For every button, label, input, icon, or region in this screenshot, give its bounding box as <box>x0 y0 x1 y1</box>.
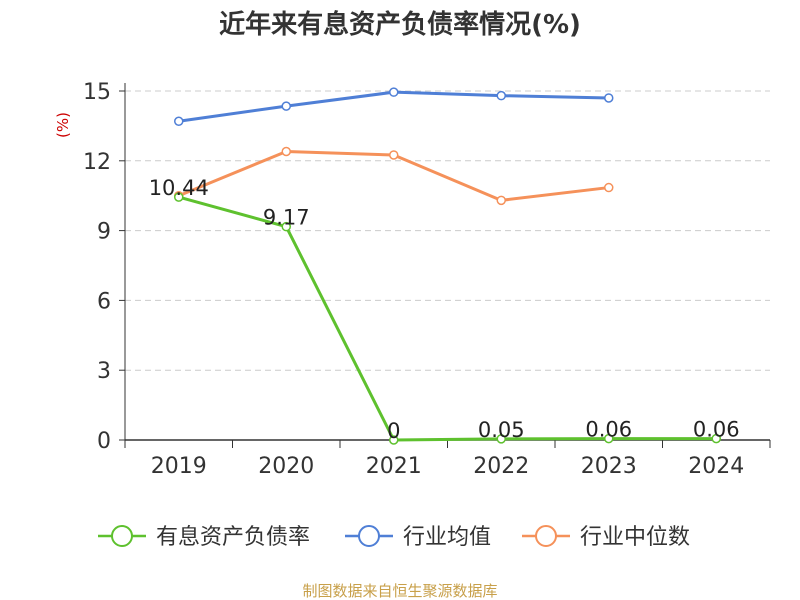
data-label: 0 <box>387 419 400 443</box>
chart-title: 近年来有息资产负债率情况(%) <box>219 9 581 40</box>
x-tick-label: 2020 <box>258 454 314 479</box>
legend-item[interactable]: 有息资产负债率 <box>98 525 310 550</box>
y-tick-label: 6 <box>97 289 111 314</box>
data-label: 10.44 <box>149 176 209 200</box>
data-point <box>604 433 614 444</box>
data-label: 0.06 <box>693 418 740 442</box>
y-tick-label: 0 <box>97 429 111 454</box>
y-tick-label: 15 <box>83 80 111 105</box>
y-tick-label: 3 <box>97 359 111 384</box>
data-point <box>281 101 291 111</box>
x-tick-label: 2019 <box>151 454 207 479</box>
data-labels: 10.44 9.17 0 0.05 0.06 0.06 <box>149 176 740 443</box>
x-tick-label: 2023 <box>581 454 637 479</box>
legend-label: 行业中位数 <box>580 525 690 550</box>
grid-lines <box>125 90 770 371</box>
legend-swatch-marker <box>535 525 557 547</box>
data-point <box>496 90 506 101</box>
legend-label: 有息资产负债率 <box>156 525 310 550</box>
data-point <box>496 434 506 444</box>
data-point <box>389 150 399 160</box>
y-tick-label: 9 <box>97 220 111 245</box>
data-label: 0.05 <box>478 418 525 442</box>
data-point <box>281 221 291 232</box>
series-line <box>178 195 717 442</box>
data-label: 9.17 <box>263 206 310 230</box>
data-point <box>389 435 399 445</box>
legend-item[interactable]: 行业均值 <box>345 525 491 550</box>
source-footer: 制图数据来自恒生聚源数据库 <box>302 582 497 600</box>
legend-swatch-marker <box>358 525 380 547</box>
y-tick-label: 12 <box>83 150 111 175</box>
data-point <box>604 182 614 193</box>
data-point <box>711 433 721 444</box>
x-tick-label: 2022 <box>473 454 529 479</box>
legend-label: 行业均值 <box>403 525 491 550</box>
data-point <box>174 116 184 126</box>
legend[interactable]: 有息资产负债率 行业均值 行业中位数 <box>98 525 690 550</box>
data-point <box>174 192 184 202</box>
data-point <box>281 146 291 157</box>
y-axis-label: (%) <box>54 112 72 138</box>
data-label: 0.06 <box>585 418 632 442</box>
legend-item[interactable]: 行业中位数 <box>522 525 690 550</box>
data-point <box>496 195 506 206</box>
axes: 0 3 6 9 12 15 2019 2020 2021 2022 2023 2024 <box>83 80 771 479</box>
data-point <box>604 93 614 103</box>
series-lines <box>174 87 721 445</box>
x-tick-label: 2021 <box>366 454 422 479</box>
data-point <box>389 87 399 97</box>
x-tick-label: 2024 <box>688 454 744 479</box>
legend-swatch-marker <box>111 525 133 547</box>
